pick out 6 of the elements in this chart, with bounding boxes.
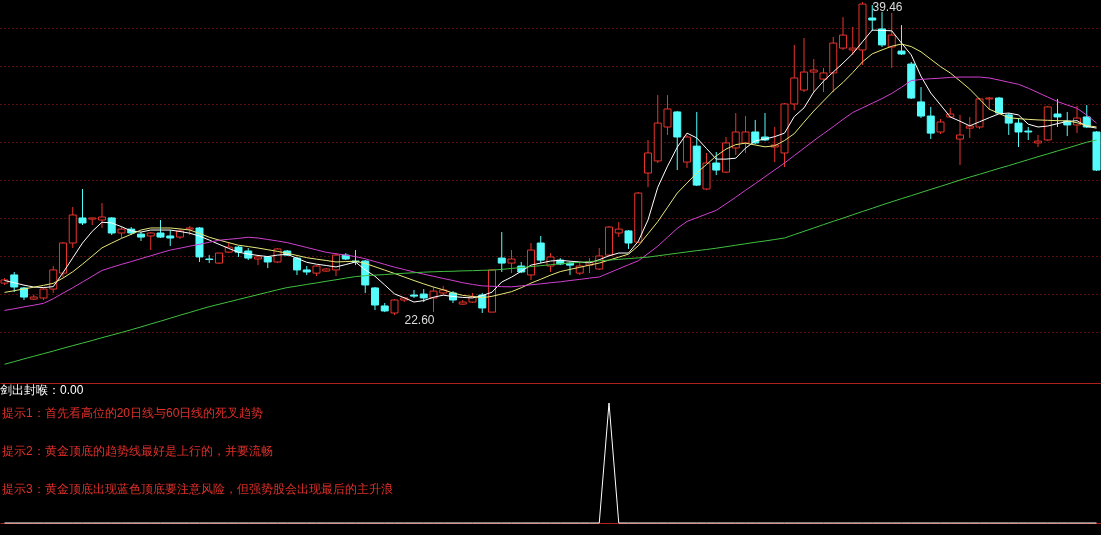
annotation: 提示3：黄金顶底出现蓝色顶底要注意风险，但强势股会出现最后的主升浪 [2, 482, 393, 496]
annotation: 提示2：黄金顶底的趋势线最好是上行的，并要流畅 [2, 444, 273, 458]
annotation: 提示1：首先看高位的20日线与60日线的死叉趋势 [2, 406, 264, 420]
annotation: 22.60 [404, 313, 435, 328]
annotation: 39.46 [872, 0, 903, 15]
chart-title: 剑出封喉：0.00 [0, 382, 84, 397]
